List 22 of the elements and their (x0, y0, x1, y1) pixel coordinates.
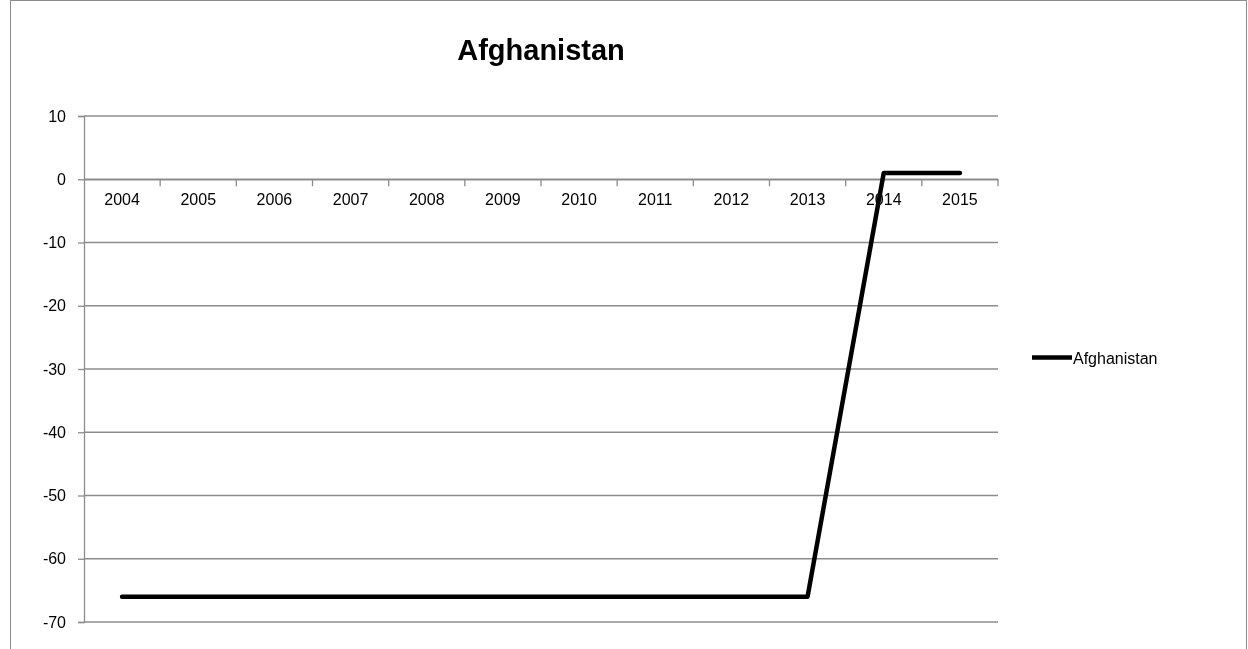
x-tick-label: 2005 (180, 190, 217, 208)
x-tick-label: 2010 (561, 190, 597, 208)
y-tick-label: 0 (57, 170, 67, 188)
x-tick-label: 2011 (638, 190, 673, 208)
x-tick-label: 2007 (332, 190, 369, 208)
x-tick-label: 2004 (104, 190, 140, 208)
x-tick-label: 2006 (256, 190, 293, 208)
y-tick-label: -70 (42, 613, 67, 631)
y-tick-label: -50 (42, 487, 67, 505)
chart-title: Afghanistan (457, 34, 625, 66)
y-tick-label: -60 (42, 550, 67, 568)
x-tick-label: 2015 (942, 190, 978, 208)
x-tick-label: 2008 (408, 190, 445, 208)
x-tick-label: 2012 (713, 190, 750, 208)
y-tick-label: -40 (42, 423, 67, 441)
y-tick-label: 10 (48, 107, 67, 125)
y-tick-label: -20 (42, 297, 67, 315)
y-tick-label: -10 (42, 234, 67, 252)
legend-label: Afghanistan (1073, 349, 1158, 367)
x-tick-label: 2013 (789, 190, 826, 208)
y-tick-label: -30 (42, 360, 67, 378)
x-tick-label: 2009 (485, 190, 521, 208)
